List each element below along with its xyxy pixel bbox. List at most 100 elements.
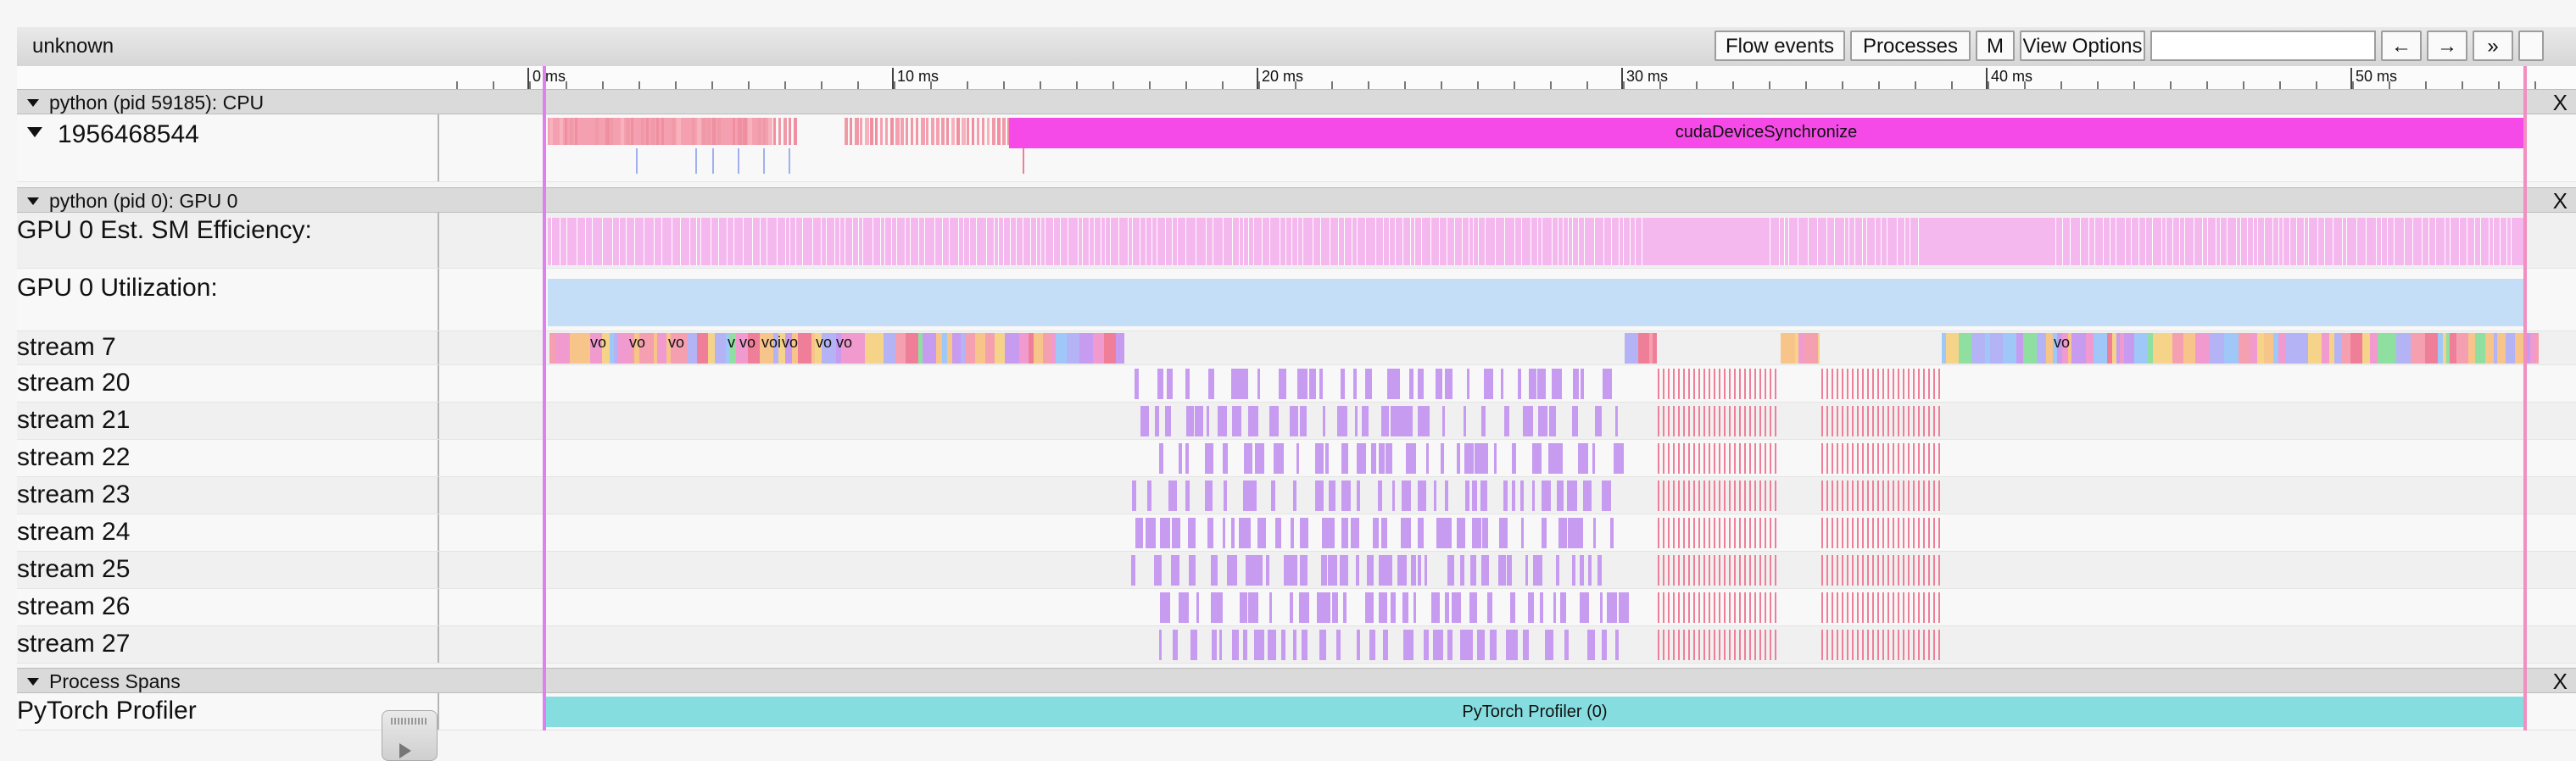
kernel-slice[interactable]	[1775, 406, 1776, 436]
cpu-slice[interactable]	[763, 118, 766, 145]
kernel-slice[interactable]	[1918, 369, 1920, 399]
cpu-slice[interactable]	[987, 118, 990, 145]
kernel-slice[interactable]	[1135, 369, 1139, 399]
kernel-slice[interactable]	[1709, 592, 1710, 623]
kernel-slice[interactable]	[1913, 406, 1915, 436]
kernel-slice[interactable]	[1332, 592, 1338, 623]
kernel-slice[interactable]	[1465, 480, 1469, 511]
kernel-slice[interactable]	[1775, 630, 1776, 660]
kernel-slice[interactable]	[1418, 406, 1425, 436]
kernel-slice[interactable]	[1826, 592, 1828, 623]
kernel-slice[interactable]	[1938, 630, 1940, 660]
kernel-slice[interactable]	[1759, 406, 1761, 436]
kernel-slice[interactable]	[1341, 518, 1348, 548]
cpu-slice[interactable]	[982, 118, 984, 145]
kernel-slice[interactable]	[1275, 518, 1281, 548]
kernel-slice[interactable]	[1436, 518, 1445, 548]
kernel-slice[interactable]	[1533, 555, 1542, 586]
kernel-slice[interactable]	[1470, 555, 1476, 586]
kernel-slice[interactable]	[1663, 518, 1664, 548]
kernel-slice[interactable]	[1379, 555, 1389, 586]
kernel-slice[interactable]	[1079, 333, 1093, 364]
cpu-slice[interactable]	[656, 118, 659, 145]
kernel-slice[interactable]	[1418, 480, 1426, 511]
kernel-slice[interactable]	[1340, 555, 1348, 586]
kernel-slice[interactable]	[1857, 630, 1859, 660]
kernel-slice[interactable]	[1553, 592, 1556, 623]
kernel-slice[interactable]	[1207, 518, 1213, 548]
kernel-slice[interactable]	[1442, 406, 1445, 436]
kernel-slice[interactable]	[1744, 592, 1746, 623]
kernel-slice[interactable]	[1663, 630, 1664, 660]
kernel-slice[interactable]	[1408, 406, 1413, 436]
kernel-slice[interactable]	[1852, 555, 1854, 586]
stream-track[interactable]: stream 27	[17, 626, 2576, 664]
kernel-slice[interactable]	[1923, 592, 1925, 623]
kernel-slice[interactable]	[841, 333, 852, 364]
kernel-slice[interactable]	[1597, 555, 1602, 586]
kernel-slice[interactable]	[1749, 443, 1751, 474]
kernel-slice[interactable]	[1693, 555, 1695, 586]
kernel-slice[interactable]	[1190, 630, 1197, 660]
kernel-slice[interactable]	[1296, 443, 1299, 474]
kernel-slice[interactable]	[1557, 443, 1563, 474]
cpu-sub-slice[interactable]	[763, 148, 765, 174]
kernel-slice[interactable]	[852, 333, 865, 364]
kernel-slice[interactable]	[1749, 630, 1751, 660]
kernel-slice[interactable]	[1693, 630, 1695, 660]
kernel-slice[interactable]	[1709, 406, 1710, 436]
kernel-slice[interactable]	[1821, 592, 1823, 623]
kernel-slice[interactable]	[1683, 630, 1685, 660]
kernel-slice[interactable]	[1826, 480, 1828, 511]
kernel-slice[interactable]	[1337, 406, 1347, 436]
kernel-slice[interactable]	[2116, 333, 2120, 364]
kernel-slice[interactable]	[1749, 518, 1751, 548]
kernel-slice[interactable]	[1837, 555, 1838, 586]
kernel-slice[interactable]	[1857, 518, 1859, 548]
kernel-slice[interactable]	[1658, 480, 1659, 511]
kernel-slice[interactable]	[1765, 443, 1766, 474]
cpu-slice[interactable]	[870, 118, 873, 145]
kernel-slice[interactable]	[1532, 443, 1542, 474]
kernel-slice[interactable]	[1770, 630, 1771, 660]
kernel-slice[interactable]	[1248, 592, 1258, 623]
kernel-slice[interactable]	[2396, 333, 2411, 364]
kernel-slice[interactable]	[1673, 406, 1675, 436]
kernel-slice[interactable]	[1548, 443, 1558, 474]
cpu-slice[interactable]	[611, 118, 613, 145]
kernel-slice[interactable]	[1357, 443, 1366, 474]
kernel-slice[interactable]	[1239, 518, 1248, 548]
kernel-slice[interactable]	[1739, 555, 1741, 586]
kernel-slice[interactable]	[2210, 333, 2224, 364]
kernel-slice[interactable]	[2016, 333, 2023, 364]
kernel-slice[interactable]	[792, 333, 798, 364]
kernel-slice[interactable]	[1678, 443, 1680, 474]
kernel-slice[interactable]	[1942, 333, 1946, 364]
kernel-slice[interactable]	[1521, 518, 1524, 548]
kernel-slice[interactable]	[1315, 480, 1324, 511]
kernel-slice[interactable]	[1882, 480, 1884, 511]
kernel-slice[interactable]	[1898, 443, 1899, 474]
kernel-slice[interactable]	[1520, 480, 1524, 511]
kernel-slice[interactable]	[1872, 555, 1874, 586]
kernel-slice[interactable]	[1223, 518, 1225, 548]
kernel-slice[interactable]	[2456, 333, 2468, 364]
kernel-slice[interactable]	[2071, 333, 2086, 364]
kernel-slice[interactable]	[1397, 555, 1407, 586]
kernel-slice[interactable]	[1227, 555, 1237, 586]
kernel-slice[interactable]	[1367, 555, 1374, 586]
kernel-slice[interactable]	[1431, 592, 1440, 623]
cpu-slice[interactable]	[880, 118, 883, 145]
kernel-slice[interactable]	[1567, 480, 1577, 511]
kernel-slice[interactable]	[1933, 518, 1935, 548]
kernel-slice[interactable]	[2384, 333, 2389, 364]
cpu-slice[interactable]	[789, 118, 791, 145]
kernel-slice[interactable]	[1898, 555, 1899, 586]
kernel-slice[interactable]	[1322, 518, 1330, 548]
kernel-slice[interactable]	[1847, 592, 1848, 623]
kernel-slice[interactable]	[1754, 630, 1756, 660]
kernel-slice[interactable]	[1688, 518, 1690, 548]
kernel-slice[interactable]	[1341, 443, 1348, 474]
kernel-slice[interactable]	[2278, 333, 2285, 364]
cpu-slice[interactable]	[666, 118, 670, 145]
